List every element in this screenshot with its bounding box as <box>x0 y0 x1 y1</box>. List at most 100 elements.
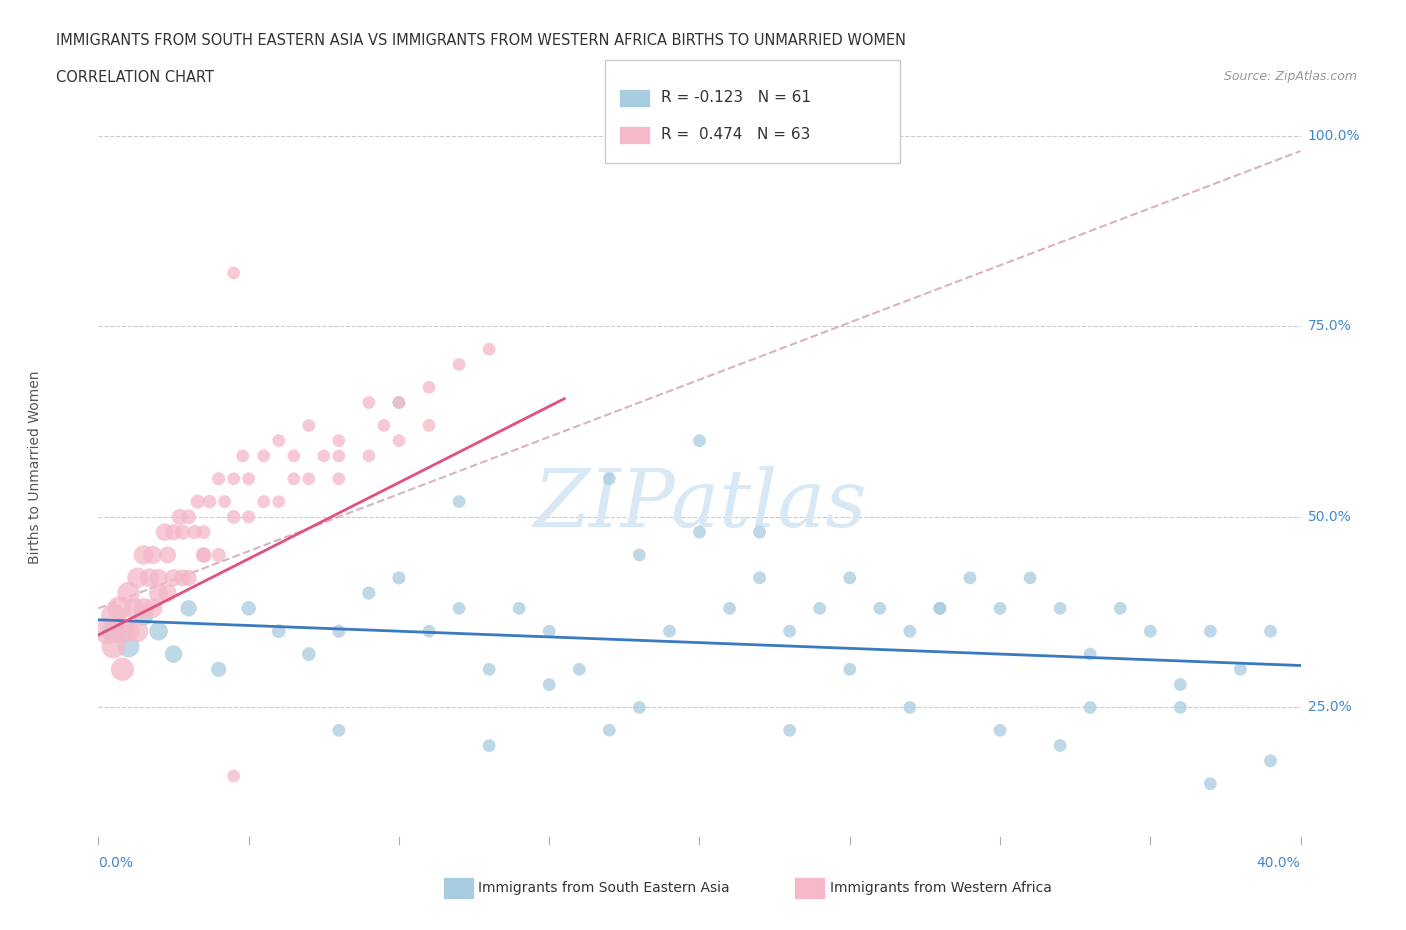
Point <box>138 570 160 585</box>
Point <box>298 646 321 661</box>
Text: R = -0.123   N = 61: R = -0.123 N = 61 <box>661 90 811 105</box>
Point <box>898 624 921 639</box>
Point <box>959 570 981 585</box>
Point <box>1078 646 1101 661</box>
Point <box>1109 601 1132 616</box>
Point <box>478 341 501 356</box>
Point <box>283 448 305 463</box>
Point <box>357 395 380 410</box>
Point <box>238 510 260 525</box>
Point <box>103 639 125 654</box>
Point <box>208 548 231 563</box>
Point <box>568 662 591 677</box>
Point <box>838 570 860 585</box>
Point <box>388 570 411 585</box>
Text: 100.0%: 100.0% <box>1308 128 1360 143</box>
Point <box>187 494 209 509</box>
Text: 50.0%: 50.0% <box>1308 510 1351 524</box>
Point <box>156 548 179 563</box>
Point <box>1170 700 1192 715</box>
Point <box>298 472 321 486</box>
Point <box>538 677 561 692</box>
Point <box>111 624 134 639</box>
Point <box>253 448 276 463</box>
Point <box>177 510 200 525</box>
Point <box>222 472 245 486</box>
Point <box>658 624 681 639</box>
Point <box>283 472 305 486</box>
Point <box>388 433 411 448</box>
Point <box>193 525 215 539</box>
Point <box>1049 601 1071 616</box>
Point <box>1260 753 1282 768</box>
Point <box>177 570 200 585</box>
Text: Source: ZipAtlas.com: Source: ZipAtlas.com <box>1223 70 1357 83</box>
Point <box>124 601 146 616</box>
Point <box>193 548 215 563</box>
Point <box>267 433 290 448</box>
Point <box>238 472 260 486</box>
Point <box>508 601 530 616</box>
Point <box>357 448 380 463</box>
Point <box>1170 677 1192 692</box>
Point <box>172 570 194 585</box>
Text: Immigrants from Western Africa: Immigrants from Western Africa <box>830 881 1052 896</box>
Text: 0.0%: 0.0% <box>98 856 134 870</box>
Point <box>132 548 155 563</box>
Point <box>688 433 710 448</box>
Point <box>869 601 891 616</box>
Point <box>111 662 134 677</box>
Point <box>929 601 952 616</box>
Point <box>127 624 149 639</box>
Point <box>447 357 470 372</box>
Point <box>232 448 254 463</box>
Point <box>1049 738 1071 753</box>
Point <box>418 379 440 394</box>
Point <box>598 472 620 486</box>
Point <box>156 586 179 601</box>
Point <box>238 601 260 616</box>
Point <box>478 662 501 677</box>
Point <box>253 494 276 509</box>
Point <box>538 624 561 639</box>
Text: 40.0%: 40.0% <box>1257 856 1301 870</box>
Point <box>447 494 470 509</box>
Point <box>418 418 440 432</box>
Point <box>1019 570 1042 585</box>
Point <box>148 570 170 585</box>
Point <box>222 768 245 783</box>
Text: R =  0.474   N = 63: R = 0.474 N = 63 <box>661 127 810 142</box>
Text: ZIPatlas: ZIPatlas <box>533 466 866 543</box>
Point <box>838 662 860 677</box>
Point <box>208 662 231 677</box>
Point <box>117 624 139 639</box>
Point <box>779 723 801 737</box>
Point <box>183 525 205 539</box>
Point <box>132 608 155 623</box>
Point <box>418 624 440 639</box>
Point <box>127 570 149 585</box>
Point <box>748 570 770 585</box>
Point <box>598 723 620 737</box>
Point <box>132 601 155 616</box>
Point <box>328 433 350 448</box>
Point <box>898 700 921 715</box>
Point <box>688 525 710 539</box>
Point <box>103 608 125 623</box>
Point <box>748 525 770 539</box>
Point <box>96 624 118 639</box>
Point <box>198 494 221 509</box>
Point <box>214 494 236 509</box>
Point <box>169 510 191 525</box>
Point <box>1199 624 1222 639</box>
Point <box>267 494 290 509</box>
Point <box>328 472 350 486</box>
Point <box>141 601 163 616</box>
Point <box>988 601 1011 616</box>
Point <box>141 548 163 563</box>
Point <box>193 548 215 563</box>
Point <box>117 639 139 654</box>
Point <box>153 525 176 539</box>
Point <box>148 586 170 601</box>
Point <box>808 601 831 616</box>
